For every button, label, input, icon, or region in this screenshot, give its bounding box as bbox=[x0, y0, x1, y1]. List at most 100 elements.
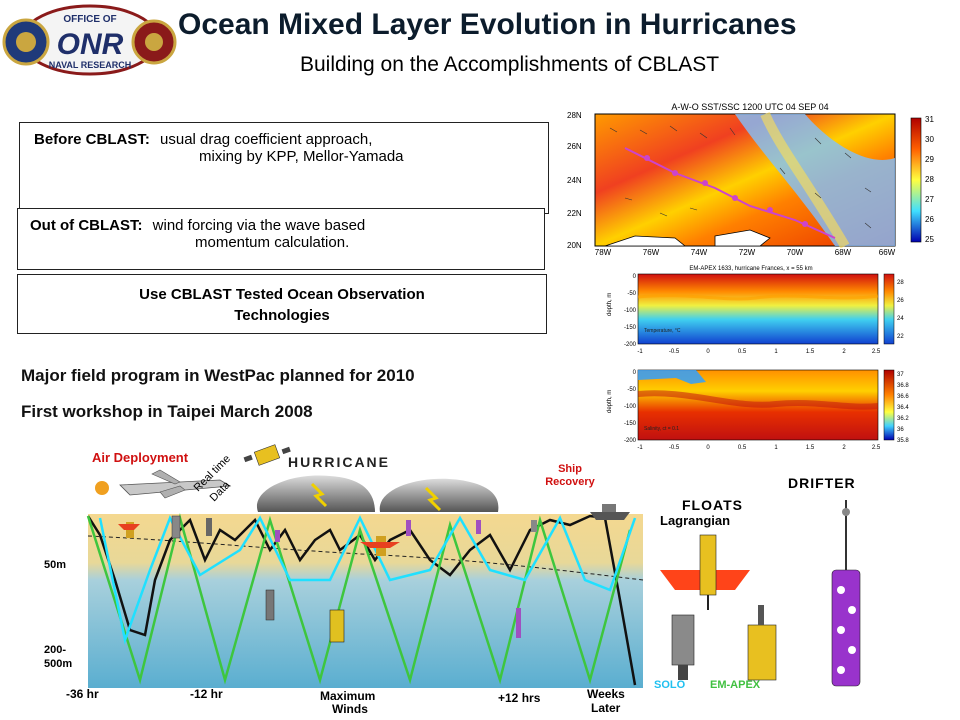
map-colorbar-label: 31 bbox=[925, 115, 934, 124]
parachute-icon bbox=[95, 481, 109, 495]
profile1-ytick: -200 bbox=[624, 342, 637, 348]
depth-500m-label: 500m bbox=[44, 658, 72, 670]
map-colorbar-label: 29 bbox=[925, 155, 934, 164]
map-lon-label: 66W bbox=[879, 248, 896, 256]
profile1-ytick: -150 bbox=[624, 325, 637, 331]
temperature-profile-plot: EM-APEX 1633, hurricane Frances, x = 55 … bbox=[607, 266, 904, 355]
profile1-ytick: -50 bbox=[627, 291, 636, 297]
floats-label: FLOATS bbox=[682, 497, 743, 513]
recovery-label: Recovery bbox=[545, 476, 595, 488]
map-colorbar-label: 28 bbox=[925, 175, 934, 184]
map-lon-label: 72W bbox=[739, 248, 756, 256]
hurricane-observation-diagram: Air Deployment Real time Data HURRICANE … bbox=[44, 444, 861, 716]
before-cblast-box: Before CBLAST: usual drag coefficient ap… bbox=[19, 122, 549, 214]
profile1-title: EM-APEX 1633, hurricane Frances, x = 55 … bbox=[689, 266, 812, 272]
profile2-colorbar bbox=[883, 369, 895, 441]
profile1-ytick: -100 bbox=[624, 308, 637, 314]
air-deployment-label: Air Deployment bbox=[92, 450, 189, 465]
map-title: A-W-O SST/SSC 1200 UTC 04 SEP 04 bbox=[671, 102, 828, 112]
storm-clouds bbox=[256, 475, 499, 512]
depth-50m-label: 50m bbox=[44, 559, 66, 571]
profile2-colorbar-label: 37 bbox=[897, 372, 904, 378]
logo-bottom-text: NAVAL RESEARCH bbox=[49, 60, 132, 70]
winds-label: Winds bbox=[332, 702, 368, 716]
out-label: Out of CBLAST: bbox=[30, 217, 143, 234]
profile2-ytick: -100 bbox=[624, 404, 637, 410]
map-lon-label: 74W bbox=[691, 248, 708, 256]
profile2-xtick: 2 bbox=[842, 445, 846, 451]
map-colorbar-label: 27 bbox=[925, 195, 934, 204]
drifter-label: DRIFTER bbox=[788, 475, 856, 491]
depth-200-label: 200- bbox=[44, 644, 66, 656]
profile2-colorbar-label: 35.8 bbox=[897, 438, 909, 444]
profile2-xtick: 1.5 bbox=[806, 445, 815, 451]
profile2-colorbar-label: 36.6 bbox=[897, 394, 909, 400]
hurricane-label: HURRICANE bbox=[288, 454, 390, 470]
profile1-ytick: 0 bbox=[633, 274, 637, 280]
ship-icon bbox=[590, 504, 630, 520]
logo-top-text: OFFICE OF bbox=[63, 14, 116, 25]
weeks-label: Weeks bbox=[587, 687, 625, 701]
profile1-colorbar bbox=[883, 273, 895, 345]
profile2-xtick: -1 bbox=[637, 445, 643, 451]
page-title: Ocean Mixed Layer Evolution in Hurricane… bbox=[178, 8, 797, 41]
page-subtitle: Building on the Accomplishments of CBLAS… bbox=[300, 53, 720, 76]
solo-label: SOLO bbox=[654, 679, 686, 691]
profile1-colorbar-label: 22 bbox=[897, 334, 904, 340]
drifter-trajectory bbox=[98, 514, 637, 645]
profile2-ytick: -200 bbox=[624, 438, 637, 444]
map-colorbar bbox=[910, 117, 922, 243]
time-minus-36-label: -36 hr bbox=[66, 687, 99, 701]
before-text-2: mixing by KPP, Mellor-Yamada bbox=[199, 148, 404, 165]
profile1-xtick: 1.5 bbox=[806, 349, 815, 355]
solo-float-icon bbox=[671, 614, 695, 680]
profile2-colorbar-label: 36.8 bbox=[897, 383, 909, 389]
deployed-floats bbox=[118, 515, 537, 643]
satellite-icon bbox=[243, 444, 291, 466]
profile2-xtick: 1 bbox=[774, 445, 778, 451]
out-text-1: wind forcing via the wave based bbox=[152, 217, 366, 234]
profile2-colorbar-label: 36 bbox=[897, 427, 904, 433]
profile2-ytick: -150 bbox=[624, 421, 637, 427]
time-plus-12-label: +12 hrs bbox=[498, 691, 541, 705]
profile2-ylabel: depth, m bbox=[607, 390, 613, 413]
profile2-xtick: 0 bbox=[706, 445, 710, 451]
airplane-icon bbox=[119, 469, 232, 499]
use-text-2: Technologies bbox=[234, 307, 330, 324]
profile1-xtick: 0.5 bbox=[738, 349, 747, 355]
profile2-colorbar-label: 36.2 bbox=[897, 416, 909, 422]
map-colorbar-label: 30 bbox=[925, 135, 934, 144]
profile1-ylabel: depth, m bbox=[607, 293, 613, 316]
lagrangian-float-icon bbox=[660, 534, 750, 610]
use-cblast-box: Use CBLAST Tested Ocean Observation Tech… bbox=[17, 274, 547, 334]
profile2-note: Salinity, ct = 0.1 bbox=[644, 426, 679, 432]
before-text-1: usual drag coefficient approach, bbox=[160, 131, 373, 148]
time-minus-12-label: -12 hr bbox=[190, 687, 223, 701]
profile1-xtick: 1 bbox=[774, 349, 778, 355]
profile2-ytick: 0 bbox=[633, 370, 637, 376]
logo-main-text: ONR bbox=[57, 28, 124, 61]
profile1-xtick: -0.5 bbox=[669, 349, 680, 355]
map-lon-label: 70W bbox=[787, 248, 804, 256]
map-colorbar-label: 26 bbox=[925, 215, 934, 224]
use-text-1: Use CBLAST Tested Ocean Observation bbox=[139, 286, 425, 303]
profile1-xtick: 2 bbox=[842, 349, 846, 355]
profile2-xtick: 2.5 bbox=[872, 445, 881, 451]
drifter-icon bbox=[831, 500, 861, 687]
ship-label: Ship bbox=[558, 463, 582, 475]
out-text-2: momentum calculation. bbox=[195, 234, 350, 251]
sst-map: A-W-O SST/SSC 1200 UTC 04 SEP 04 28N 26N… bbox=[567, 102, 934, 256]
em-apex-label: EM-APEX bbox=[710, 679, 761, 691]
onr-logo: OFFICE OF ONR NAVAL RESEARCH bbox=[2, 4, 177, 76]
map-lat-label: 20N bbox=[567, 241, 582, 250]
map-lon-label: 78W bbox=[595, 248, 612, 256]
profile2-ytick: -50 bbox=[627, 387, 636, 393]
profile1-colorbar-label: 26 bbox=[897, 298, 904, 304]
workshop-line: First workshop in Taipei March 2008 bbox=[21, 402, 313, 421]
profile2-xtick: -0.5 bbox=[669, 445, 680, 451]
out-of-cblast-box: Out of CBLAST: wind forcing via the wave… bbox=[17, 208, 545, 270]
profile1-colorbar-label: 24 bbox=[897, 316, 904, 322]
profile2-xtick: 0.5 bbox=[738, 445, 747, 451]
map-lon-label: 68W bbox=[835, 248, 852, 256]
profile1-xtick: 2.5 bbox=[872, 349, 881, 355]
